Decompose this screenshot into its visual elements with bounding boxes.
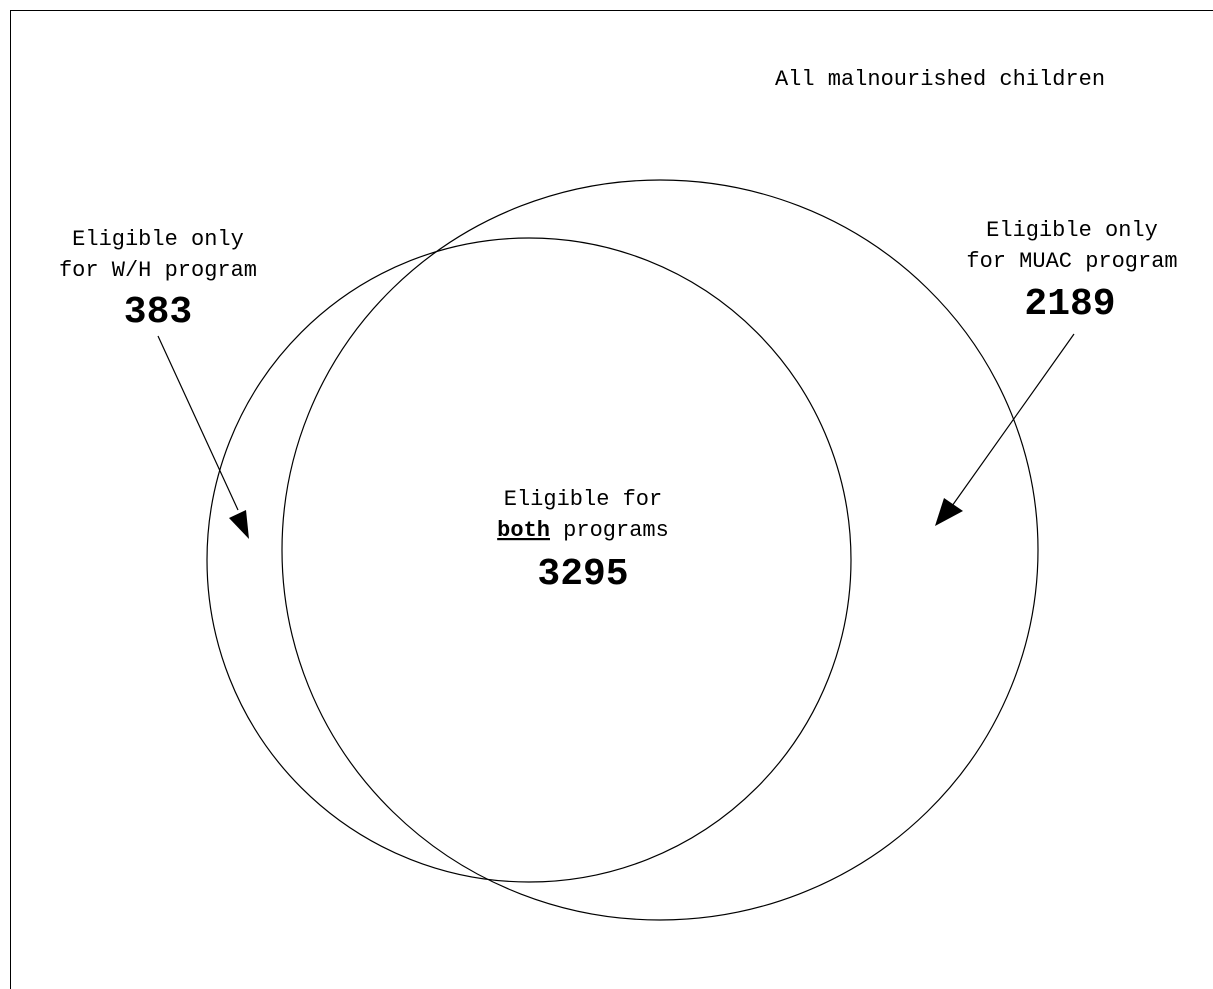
- both-label-line1: Eligible for: [504, 487, 662, 512]
- wh-only-label-line2: for W/H program: [59, 258, 257, 283]
- both-label-emphasis: both: [497, 518, 550, 543]
- both-label-group: Eligible for both programs 3295: [497, 487, 669, 596]
- both-count: 3295: [537, 553, 628, 596]
- wh-only-arrow-line: [157, 335, 239, 511]
- wh-program-circle: [206, 237, 852, 883]
- wh-only-label-group: Eligible only for W/H program 383: [59, 227, 257, 334]
- wh-only-arrowhead: [229, 510, 249, 539]
- universe-frame: [10, 10, 1213, 989]
- universe-label: All malnourished children: [775, 67, 1105, 92]
- muac-only-label-group: Eligible only for MUAC program 2189: [966, 218, 1177, 326]
- muac-only-count: 2189: [1024, 283, 1115, 326]
- muac-only-label-line2: for MUAC program: [966, 249, 1177, 274]
- muac-only-arrow-line: [951, 333, 1075, 507]
- muac-only-label-line1: Eligible only: [986, 218, 1158, 243]
- wh-only-count: 383: [124, 291, 192, 334]
- both-label-line2: both programs: [497, 518, 669, 543]
- muac-program-circle: [281, 179, 1039, 921]
- muac-only-arrowhead: [935, 498, 963, 526]
- wh-only-label-line1: Eligible only: [72, 227, 244, 252]
- both-label-rest: programs: [550, 518, 669, 543]
